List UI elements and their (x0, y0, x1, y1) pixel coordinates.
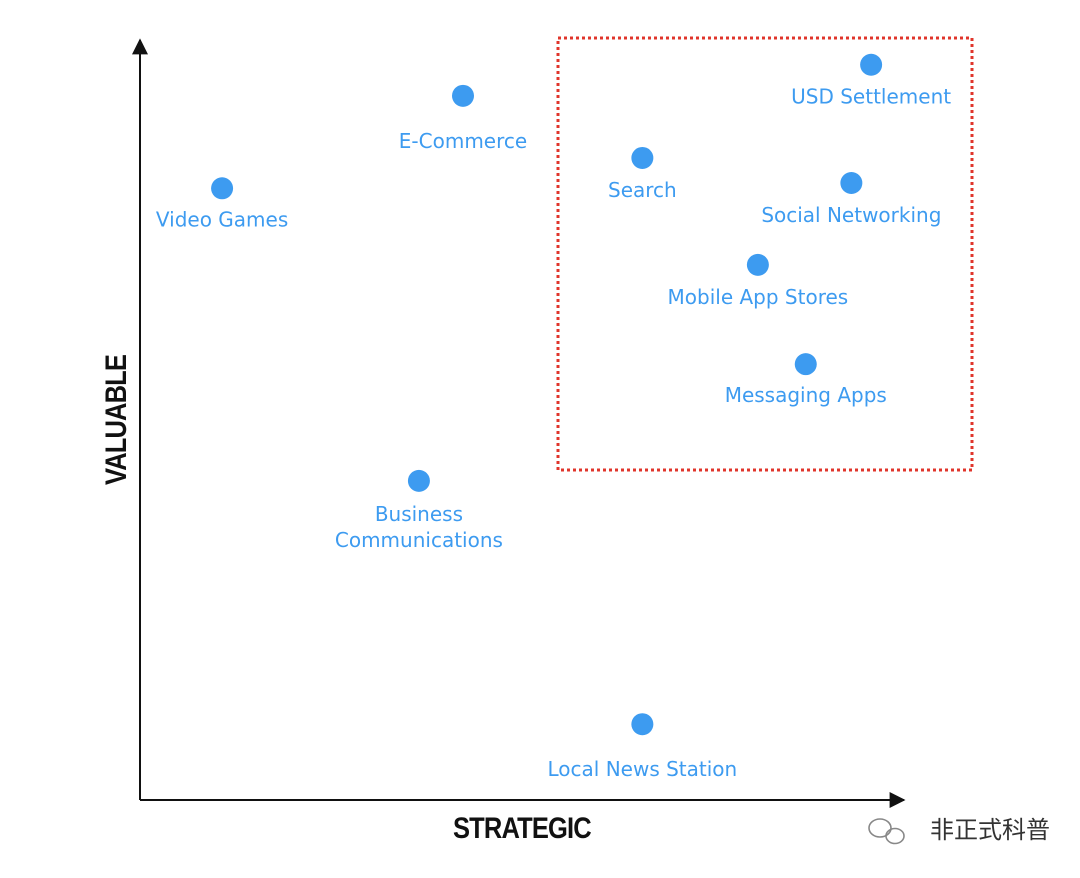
point-label: Search (608, 178, 677, 202)
point (452, 84, 474, 107)
point (746, 253, 769, 276)
point-label: Social Networking (761, 203, 941, 227)
point-label: Business Communications (335, 502, 503, 552)
point-label: USD Settlement (791, 85, 951, 109)
x-axis-label: STRATEGIC (453, 811, 591, 844)
point-label: Local News Station (548, 757, 738, 781)
point-label: Mobile App Stores (668, 285, 849, 309)
point-label: Messaging Apps (725, 383, 887, 407)
y-axis-label: VALUABLE (99, 355, 132, 485)
watermark-icon (868, 818, 905, 845)
point (211, 177, 234, 200)
point (631, 713, 654, 736)
point (860, 53, 883, 76)
highlight-box (556, 36, 974, 472)
point (631, 146, 654, 169)
watermark: 非正式科普 (930, 816, 1050, 844)
point (794, 353, 817, 376)
point-label: Video Games (156, 207, 288, 231)
point (840, 171, 863, 194)
point-label: E-Commerce (399, 129, 527, 153)
point (407, 469, 430, 492)
